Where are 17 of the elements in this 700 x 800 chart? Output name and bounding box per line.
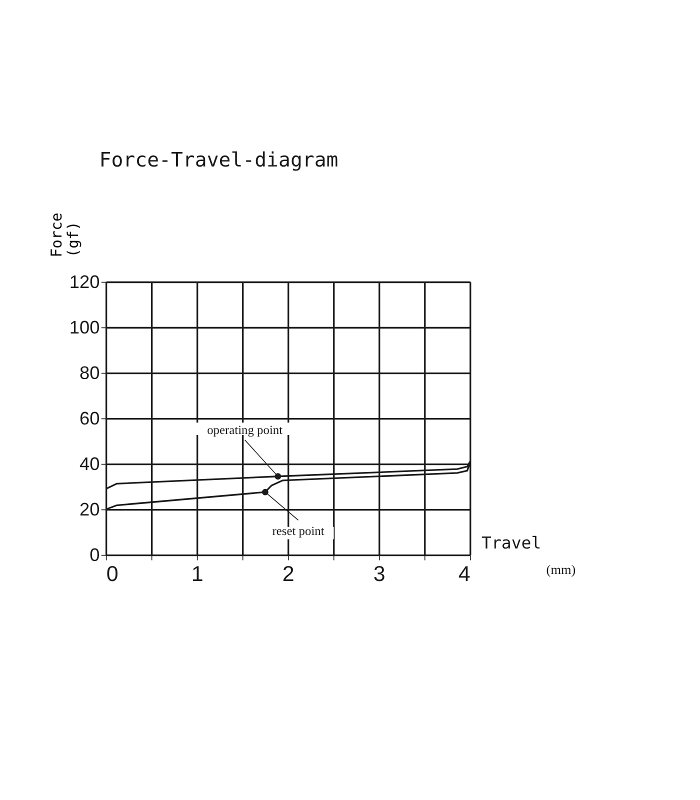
annotation: reset point: [272, 524, 325, 538]
y-tick-label: 60: [79, 408, 100, 429]
x-tick-label: 1: [191, 562, 204, 586]
annotation: operating point: [207, 423, 284, 438]
x-tick-label: 3: [373, 562, 386, 586]
y-tick-label: 120: [69, 272, 100, 292]
y-tick-label: 0: [90, 545, 100, 566]
y-tick-label: 100: [69, 318, 100, 338]
x-tick-label: 4: [458, 562, 470, 586]
y-tick-label: 20: [79, 500, 100, 520]
x-tick-label: 0: [106, 562, 118, 586]
x-axis-title: Travel (mm): [481, 533, 576, 577]
y-axis-title: Force (gf): [48, 212, 82, 258]
y-tick-label: 80: [79, 363, 100, 384]
chart-title: Force-Travel-diagram: [99, 148, 338, 172]
y-tick-label: 40: [79, 454, 100, 474]
x-tick-label: 2: [282, 562, 294, 586]
